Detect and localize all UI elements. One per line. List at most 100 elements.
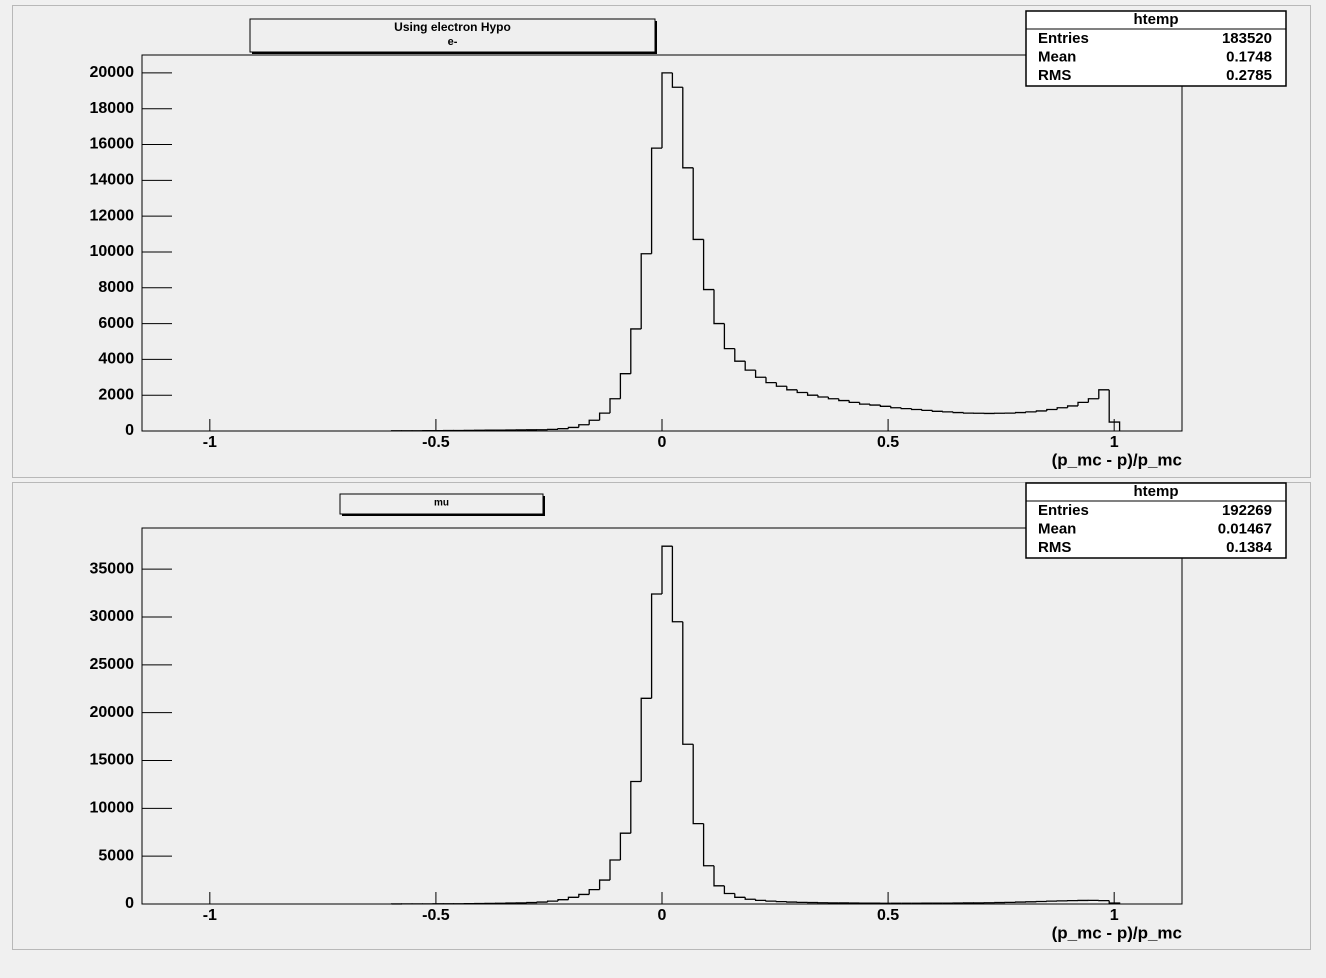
y-tick-label: 20000: [90, 64, 135, 81]
y-tick-label: 16000: [90, 136, 135, 153]
histogram-bin: [921, 409, 933, 412]
stats-box: [1025, 10, 1287, 87]
histogram-bin: [567, 896, 579, 900]
histogram-bin: [817, 395, 829, 398]
stats-value: 192269: [1222, 502, 1272, 519]
histogram-bin: [713, 289, 725, 325]
stats-value: 0.2785: [1226, 67, 1272, 84]
histogram-bin: [567, 426, 579, 429]
histogram-bin: [744, 897, 756, 900]
histogram-bin: [744, 361, 756, 371]
histogram-bin: [1087, 398, 1099, 403]
stats-value: 0.1384: [1226, 539, 1273, 556]
y-tick-label: 0: [125, 895, 134, 912]
title: mu: [434, 498, 449, 509]
stats-title: htemp: [1134, 483, 1179, 500]
y-tick-label: 30000: [90, 608, 135, 625]
subtitle: e-: [448, 36, 458, 48]
histogram-bin: [723, 885, 735, 895]
y-tick-label: 10000: [90, 243, 135, 260]
histogram-bin: [650, 147, 662, 254]
histogram-bin: [609, 859, 621, 881]
histogram-bin: [879, 405, 891, 407]
stats-label: RMS: [1038, 539, 1071, 556]
histogram-bin: [702, 239, 714, 291]
stats-value: 0.1748: [1226, 48, 1272, 65]
stats-value: 0.01467: [1218, 520, 1272, 537]
y-tick-label: 0: [125, 422, 134, 439]
y-tick-label: 6000: [98, 315, 134, 332]
histogram-bin: [952, 411, 964, 414]
y-tick-label: 5000: [98, 847, 134, 864]
y-tick-label: 10000: [90, 800, 135, 817]
stats-label: Entries: [1038, 30, 1089, 47]
histogram-bin: [1035, 410, 1047, 412]
y-tick-label: 14000: [90, 172, 135, 189]
y-tick-label: 35000: [90, 560, 135, 577]
histogram-bin: [1098, 389, 1110, 399]
histogram-bin: [890, 406, 902, 409]
histogram-bin: [692, 744, 704, 825]
histogram-bin: [682, 621, 694, 745]
y-tick-label: 4000: [98, 351, 134, 368]
title-box: [339, 493, 544, 515]
histogram-bin: [588, 419, 600, 425]
y-tick-label: 20000: [90, 704, 135, 721]
histogram-bin: [682, 87, 694, 169]
histogram-bin: [640, 697, 652, 782]
histogram-bin: [942, 411, 954, 413]
histogram-bin: [692, 167, 704, 241]
y-tick-label: 12000: [90, 207, 135, 224]
histogram-bin: [1066, 405, 1078, 408]
stats-box: [1025, 482, 1287, 559]
histogram-bin: [650, 593, 662, 699]
histogram-bin: [546, 900, 558, 903]
histogram-bin: [619, 373, 631, 399]
histogram-bin: [962, 412, 974, 414]
histogram-bin: [578, 424, 590, 428]
histogram-bin: [796, 389, 808, 394]
histogram-bin: [1025, 411, 1037, 413]
x-tick-label: -1: [203, 434, 217, 451]
y-tick-label: 25000: [90, 656, 135, 673]
histogram-bin: [598, 412, 610, 421]
histogram-bin: [640, 253, 652, 329]
histogram-bin: [734, 348, 746, 362]
x-tick-label: 0.5: [877, 434, 899, 451]
histogram-bin: [723, 323, 735, 350]
histogram-bin: [765, 377, 777, 384]
histogram-bin: [557, 428, 569, 430]
histogram-bin: [619, 832, 631, 860]
x-tick-label: 0.5: [877, 907, 899, 924]
histogram-bin: [578, 893, 590, 898]
histogram-bin: [557, 899, 569, 902]
histogram-bin: [1056, 407, 1068, 410]
histogram-bin: [713, 865, 725, 887]
histogram-bin: [671, 72, 683, 88]
x-axis-label: (p_mc - p)/p_mc: [1052, 450, 1182, 469]
y-tick-label: 8000: [98, 279, 134, 296]
x-tick-label: -1: [203, 907, 217, 924]
x-tick-label: 1: [1110, 907, 1119, 924]
histogram-bin: [858, 402, 870, 405]
histogram-bin: [1077, 401, 1089, 406]
stats-label: RMS: [1038, 67, 1071, 84]
x-axis-label: (p_mc - p)/p_mc: [1052, 923, 1182, 942]
stats-label: Mean: [1038, 520, 1076, 537]
title-box: [249, 18, 656, 53]
histogram-bin: [900, 407, 912, 410]
histogram-bin: [588, 888, 600, 895]
y-tick-label: 18000: [90, 100, 135, 117]
histogram-bin: [827, 396, 839, 400]
histogram-bin: [765, 900, 777, 902]
histogram-bin: [1014, 411, 1026, 414]
histogram-bin: [775, 382, 787, 387]
histogram-bin: [661, 545, 673, 595]
histogram-bin: [869, 404, 881, 406]
histogram-bin: [671, 546, 683, 623]
y-tick-label: 15000: [90, 752, 135, 769]
stats-label: Entries: [1038, 502, 1089, 519]
histogram-bin: [1108, 389, 1121, 431]
